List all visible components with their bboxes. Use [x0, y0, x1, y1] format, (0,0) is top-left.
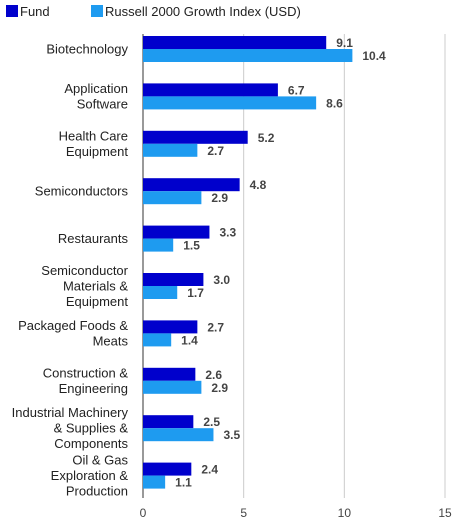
category-label-packaged-foods-and-meats: Packaged Foods & Meats — [18, 318, 128, 349]
bar-fund-industrial-machinery-and-supplies-and-components — [143, 415, 194, 429]
legend-label-fund: Fund — [20, 4, 50, 19]
category-label-application-software: Application Software — [64, 81, 128, 112]
category-label-construction-and-engineering: Construction & Engineering — [43, 366, 129, 397]
bar-russell-2000-growth-index-usd-semiconductors — [143, 191, 202, 205]
x-tick-label-15: 15 — [438, 506, 452, 520]
data-label-fund-semiconductors: 4.8 — [250, 178, 267, 192]
bar-russell-2000-growth-index-usd-restaurants — [143, 238, 174, 252]
data-label-fund-oil-and-gas-exploration-and-production: 2.4 — [201, 463, 218, 477]
data-label-russell-2000-growth-index-usd-semiconductors: 2.9 — [211, 191, 228, 205]
bar-fund-restaurants — [143, 225, 210, 239]
bars — [143, 36, 353, 489]
bar-fund-construction-and-engineering — [143, 367, 196, 381]
bar-russell-2000-growth-index-usd-industrial-machinery-and-supplies-and-components — [143, 428, 214, 442]
legend-swatch-russell-2000-growth-index-usd — [91, 5, 103, 17]
bar-russell-2000-growth-index-usd-semiconductor-materials-and-equipment — [143, 286, 178, 299]
data-label-fund-construction-and-engineering: 2.6 — [205, 368, 222, 382]
bar-russell-2000-growth-index-usd-packaged-foods-and-meats — [143, 333, 172, 347]
bar-fund-biotechnology — [143, 36, 327, 49]
bar-fund-oil-and-gas-exploration-and-production — [143, 462, 192, 476]
legend: Fund Russell 2000 Growth Index (USD) — [6, 4, 301, 19]
data-label-russell-2000-growth-index-usd-oil-and-gas-exploration-and-production: 1.1 — [175, 476, 192, 490]
data-label-russell-2000-growth-index-usd-restaurants: 1.5 — [183, 239, 200, 253]
category-label-restaurants: Restaurants — [58, 231, 129, 246]
data-labels: 9.1 10.4 6.7 8.6 5.2 2.7 4.8 2.9 3.3 1.5 3.0 1.7 2.7… — [175, 36, 386, 490]
bar-fund-semiconductors — [143, 178, 240, 192]
category-label-health-care-equipment: Health Care Equipment — [59, 129, 129, 160]
category-label-oil-and-gas-exploration-and-production: Oil & Gas Exploration & Production — [51, 453, 129, 499]
category-label-industrial-machinery-and-supplies-and-components: Industrial Machinery & Supplies & Componen… — [12, 405, 129, 451]
category-label-semiconductors: Semiconductors — [35, 184, 129, 199]
data-label-russell-2000-growth-index-usd-semiconductor-materials-and-equipment: 1.7 — [187, 286, 204, 300]
data-label-fund-application-software: 6.7 — [288, 83, 305, 97]
x-tick-label-0: 0 — [140, 506, 147, 520]
bar-russell-2000-growth-index-usd-biotechnology — [143, 49, 353, 62]
bar-fund-packaged-foods-and-meats — [143, 320, 198, 334]
data-label-russell-2000-growth-index-usd-health-care-equipment: 2.7 — [207, 144, 224, 158]
bar-russell-2000-growth-index-usd-application-software — [143, 96, 317, 110]
x-tick-label-5: 5 — [240, 506, 247, 520]
legend-label-russell-2000-growth-index-usd: Russell 2000 Growth Index (USD) — [105, 4, 301, 19]
data-label-fund-restaurants: 3.3 — [219, 226, 236, 240]
data-label-fund-health-care-equipment: 5.2 — [258, 131, 275, 145]
data-label-russell-2000-growth-index-usd-construction-and-engineering: 2.9 — [211, 381, 228, 395]
x-tick-label-10: 10 — [338, 506, 352, 520]
data-label-russell-2000-growth-index-usd-biotechnology: 10.4 — [362, 49, 386, 63]
data-label-fund-industrial-machinery-and-supplies-and-components: 2.5 — [203, 415, 220, 429]
data-label-fund-semiconductor-materials-and-equipment: 3.0 — [213, 273, 230, 287]
category-label-semiconductor-materials-and-equipment: Semiconductor Materials & Equipment — [41, 263, 128, 309]
data-label-russell-2000-growth-index-usd-industrial-machinery-and-supplies-and-components: 3.5 — [223, 428, 240, 442]
x-axis-ticks: 0 5 10 15 — [140, 506, 452, 520]
category-label-biotechnology: Biotechnology — [46, 42, 128, 57]
data-label-russell-2000-growth-index-usd-application-software: 8.6 — [326, 96, 343, 110]
data-label-fund-packaged-foods-and-meats: 2.7 — [207, 320, 224, 334]
data-label-fund-biotechnology: 9.1 — [336, 36, 353, 50]
bar-russell-2000-growth-index-usd-oil-and-gas-exploration-and-production — [143, 475, 166, 489]
data-label-russell-2000-growth-index-usd-packaged-foods-and-meats: 1.4 — [181, 333, 198, 347]
bar-fund-semiconductor-materials-and-equipment — [143, 273, 204, 286]
legend-swatch-fund — [6, 5, 18, 17]
bar-russell-2000-growth-index-usd-construction-and-engineering — [143, 380, 202, 394]
bar-fund-application-software — [143, 83, 278, 97]
bar-fund-health-care-equipment — [143, 130, 248, 144]
category-labels: Biotechnology Application Software Health C… — [12, 42, 129, 499]
bar-russell-2000-growth-index-usd-health-care-equipment — [143, 143, 198, 157]
